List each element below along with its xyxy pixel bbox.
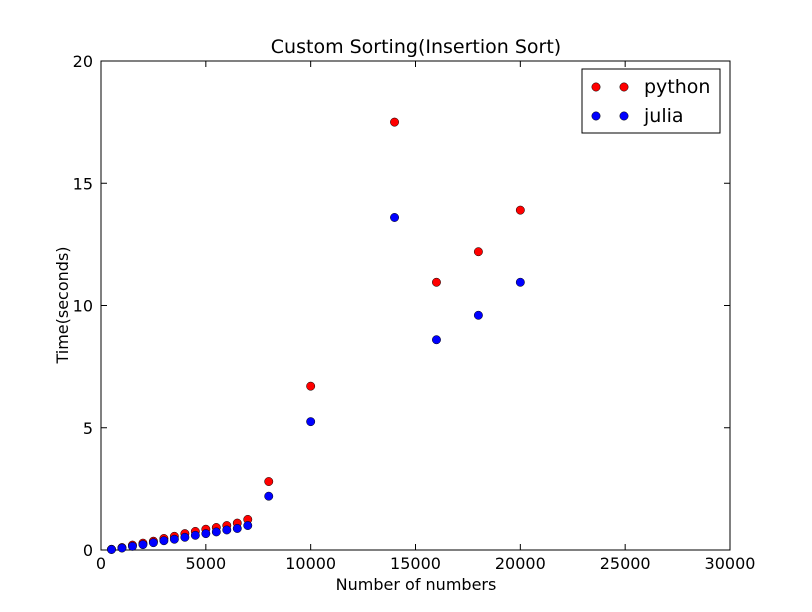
data-point-julia	[211, 527, 221, 537]
data-point-julia	[243, 521, 253, 530]
x-tick-label: 20000	[495, 554, 546, 573]
data-point-julia	[473, 310, 483, 320]
data-point-julia	[107, 545, 116, 554]
data-point-julia	[128, 541, 137, 551]
data-point-python	[515, 205, 525, 215]
x-tick-label: 0	[96, 554, 106, 573]
data-point-python	[390, 117, 399, 127]
data-point-julia	[306, 417, 316, 427]
data-point-python	[432, 277, 441, 287]
data-point-julia	[138, 540, 148, 550]
data-point-python	[264, 477, 274, 486]
y-tick-label: 10	[73, 297, 93, 316]
legend-label-julia: julia	[643, 105, 684, 127]
data-point-julia	[169, 534, 179, 544]
data-point-julia	[180, 532, 190, 542]
y-axis-label: Time(seconds)	[53, 246, 72, 364]
data-point-julia	[264, 491, 274, 501]
plot-area	[100, 60, 731, 551]
x-tick-label: 25000	[600, 554, 651, 573]
legend-box	[581, 68, 721, 134]
legend-marker-julia-1	[591, 111, 601, 121]
chart-title: Custom Sorting(Insertion Sort)	[271, 36, 561, 58]
x-tick-label: 10000	[285, 554, 336, 573]
data-point-julia	[390, 213, 399, 222]
data-point-julia	[148, 538, 158, 548]
axis-ticks: 0 5000 10000 15000 20000 25000 30000 0 5 10 15 20	[73, 52, 756, 573]
x-tick-label: 15000	[390, 554, 441, 573]
data-point-julia	[159, 536, 169, 546]
data-point-julia	[432, 335, 441, 345]
legend-marker-python-1	[591, 82, 601, 92]
data-point-python	[306, 381, 316, 391]
x-tick-label: 5000	[185, 554, 226, 573]
y-tick-label: 5	[83, 419, 93, 438]
y-tick-label: 0	[83, 541, 93, 560]
legend: python julia	[581, 68, 721, 134]
legend-label-python: python	[644, 76, 710, 98]
data-point-julia	[201, 529, 211, 539]
data-point-julia	[232, 524, 242, 533]
data-point-julia	[515, 277, 525, 287]
data-point-python	[473, 247, 483, 257]
legend-marker-python-2	[619, 82, 629, 92]
y-tick-label: 20	[73, 52, 93, 71]
data-points	[107, 117, 525, 554]
y-tick-label: 15	[73, 174, 93, 193]
x-axis-label: Number of numbers	[336, 575, 497, 594]
data-point-julia	[222, 525, 232, 535]
data-point-julia	[190, 530, 200, 540]
legend-marker-julia-2	[619, 111, 629, 121]
data-point-julia	[117, 543, 127, 553]
x-tick-label: 30000	[705, 554, 756, 573]
